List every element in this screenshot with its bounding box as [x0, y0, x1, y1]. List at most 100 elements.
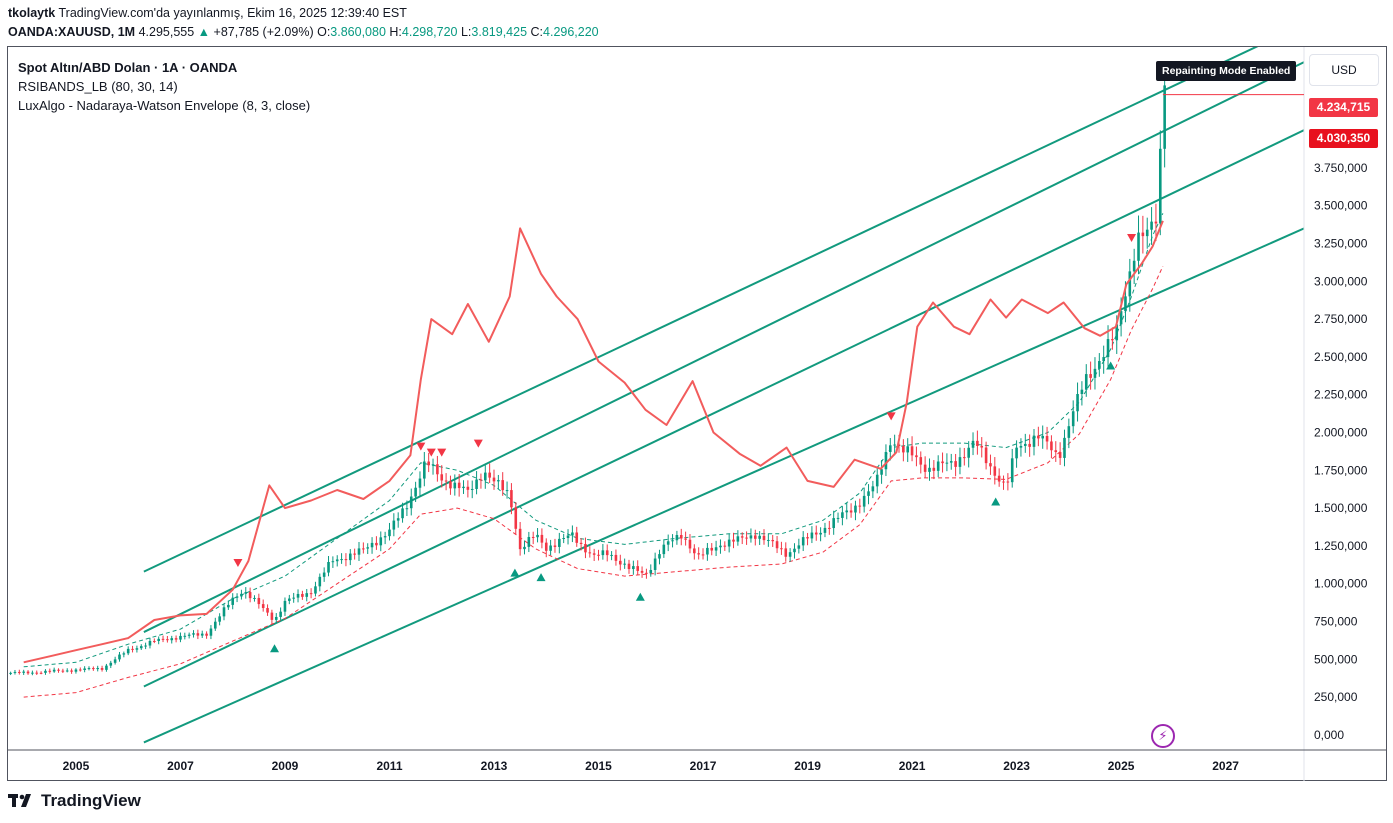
candle-body: [544, 542, 548, 551]
candle-body: [915, 455, 918, 458]
sell-signal-marker: [416, 442, 426, 451]
candle-body: [1063, 437, 1066, 458]
candle-body: [423, 461, 426, 479]
candle-body: [409, 496, 413, 509]
buy-signal-marker: [536, 573, 546, 582]
candle-body: [375, 542, 378, 546]
candle-body: [801, 537, 805, 546]
candle-body: [1010, 458, 1014, 483]
candle-body: [357, 548, 361, 555]
candle-body: [292, 597, 295, 599]
candle-body: [645, 572, 648, 574]
candle-body: [166, 639, 169, 641]
candle-body: [714, 547, 718, 551]
candle-body: [893, 444, 896, 446]
candle-body: [797, 545, 801, 549]
candle-body: [122, 653, 126, 655]
candle-body: [553, 545, 557, 547]
sell-signal-marker: [473, 439, 483, 448]
candle-body: [340, 559, 343, 561]
candle-body: [945, 462, 949, 464]
candle-body: [727, 539, 731, 547]
x-tick-label: 2025: [1108, 759, 1135, 773]
candle-body: [1006, 481, 1010, 483]
candle-body: [401, 508, 404, 519]
legend-indicator-envelope[interactable]: LuxAlgo - Nadaraya-Watson Envelope (8, 3…: [18, 98, 311, 113]
channel-line-2: [143, 129, 1304, 688]
candle-body: [854, 505, 857, 513]
y-tick-label: 3.250,000: [1314, 237, 1368, 251]
candle-body: [35, 672, 39, 674]
candle-body: [775, 541, 779, 549]
x-tick-label: 2017: [690, 759, 717, 773]
legend-indicator-rsibands[interactable]: RSIBANDS_LB (80, 30, 14): [18, 79, 178, 94]
candle-body: [331, 561, 335, 563]
candle-body: [344, 559, 348, 561]
chart-frame[interactable]: [7, 46, 1387, 781]
candle-body: [492, 477, 496, 482]
open-value: 3.860,080: [330, 25, 386, 39]
candle-body: [440, 474, 444, 481]
candle-body: [1058, 452, 1062, 458]
candle-body: [902, 446, 905, 453]
candle-body: [161, 638, 165, 640]
envelope-lower-line: [23, 265, 1164, 698]
candle-body: [501, 480, 505, 491]
candle-body: [244, 592, 248, 594]
candle-body: [536, 534, 539, 538]
candle-body: [1041, 435, 1045, 439]
candle-body: [597, 554, 600, 556]
candle-body: [762, 535, 766, 541]
candle-body: [231, 597, 235, 605]
x-tick-label: 2013: [481, 759, 508, 773]
candle-body: [213, 621, 217, 629]
candle-body: [96, 668, 100, 670]
candle-body: [362, 548, 365, 550]
candle-body: [849, 510, 853, 513]
candle-body: [192, 633, 195, 635]
low-value: 3.819,425: [471, 25, 528, 39]
candle-body: [113, 659, 117, 663]
candle-body: [1141, 232, 1145, 237]
candle-body: [1080, 389, 1084, 395]
x-tick-label: 2023: [1003, 759, 1030, 773]
buy-signal-marker: [635, 592, 645, 601]
candle-body: [832, 518, 835, 529]
candle-body: [1071, 411, 1075, 427]
candle-body: [92, 668, 95, 670]
lightning-icon[interactable]: ⚡: [1151, 724, 1175, 748]
y-tick-label: 750,000: [1314, 614, 1358, 628]
candle-body: [584, 543, 587, 553]
candle-body: [732, 539, 735, 542]
candle-body: [758, 535, 761, 539]
candle-body: [1163, 85, 1166, 149]
candle-body: [518, 528, 522, 550]
candle-body: [179, 635, 182, 640]
candle-body: [906, 446, 910, 453]
candle-body: [575, 532, 579, 543]
candle-body: [841, 512, 844, 518]
envelope-upper-line: [23, 213, 1164, 668]
candle-body: [858, 505, 862, 507]
candle-body: [679, 535, 683, 539]
candle-body: [240, 593, 243, 597]
x-tick-label: 2021: [899, 759, 926, 773]
x-tick-label: 2015: [585, 759, 612, 773]
candle-body: [174, 638, 178, 640]
candle-body: [627, 563, 631, 570]
candle-body: [828, 527, 831, 529]
candle-body: [157, 638, 160, 642]
y-tick-label: 250,000: [1314, 690, 1358, 704]
candle-body: [984, 447, 988, 464]
candle-body: [497, 480, 500, 482]
buy-signal-marker: [270, 644, 280, 653]
last-price: 4.295,555: [138, 25, 195, 39]
currency-button[interactable]: USD: [1309, 54, 1379, 86]
candle-body: [1037, 435, 1040, 439]
y-tick-label: 3.750,000: [1314, 161, 1368, 175]
candle-body: [871, 486, 875, 492]
y-tick-label: 3.500,000: [1314, 199, 1368, 213]
candle-body: [139, 646, 143, 649]
candle-body: [666, 541, 670, 545]
